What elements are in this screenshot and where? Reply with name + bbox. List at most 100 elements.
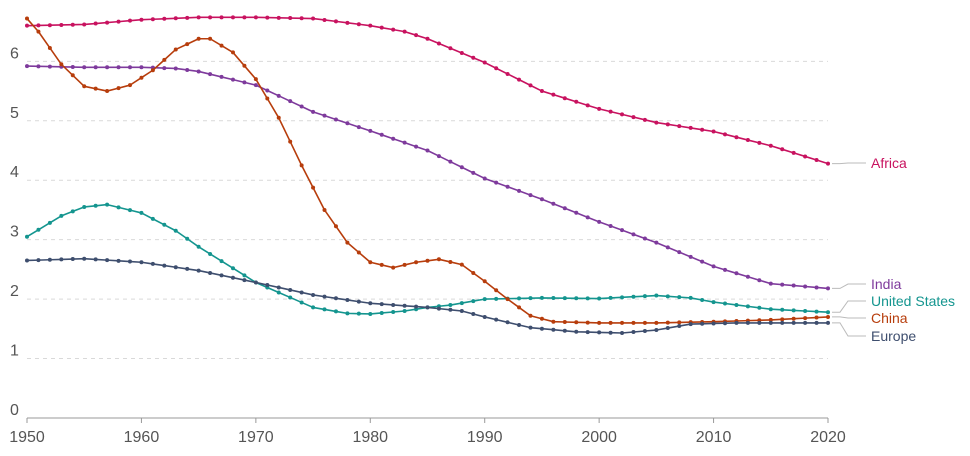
data-point [414, 33, 419, 38]
y-tick-label: 3 [10, 224, 19, 241]
data-point [242, 80, 247, 85]
data-point [25, 234, 29, 239]
data-point [36, 64, 41, 69]
data-point [677, 295, 682, 300]
data-point [654, 120, 659, 125]
series-africa [25, 15, 830, 166]
data-point [356, 125, 361, 130]
data-point [82, 84, 87, 89]
data-point [700, 321, 705, 326]
data-point [803, 320, 808, 325]
data-point [642, 294, 647, 299]
data-point [368, 311, 373, 316]
data-point [665, 245, 670, 250]
series-india [25, 64, 830, 291]
x-tick-label: 1990 [467, 429, 503, 446]
data-point [494, 288, 499, 293]
data-point [356, 311, 361, 316]
data-point [333, 224, 338, 229]
data-point [803, 154, 808, 159]
data-point [642, 329, 647, 334]
data-point [585, 296, 590, 301]
data-point [425, 148, 430, 153]
data-point [25, 258, 29, 263]
data-point [150, 216, 155, 221]
data-point [494, 317, 499, 322]
data-point [459, 309, 464, 313]
data-point [379, 25, 384, 30]
data-point [230, 15, 235, 20]
data-point [517, 296, 522, 301]
data-point [116, 205, 121, 210]
data-point [551, 296, 556, 301]
data-point [803, 284, 808, 289]
data-point [459, 301, 464, 306]
data-point [585, 103, 590, 108]
data-point [448, 307, 453, 312]
data-point [711, 129, 716, 134]
data-point [345, 311, 350, 316]
data-point [230, 266, 235, 271]
data-point [345, 121, 350, 126]
data-point [826, 286, 830, 291]
data-point [482, 314, 487, 319]
data-point [631, 330, 636, 334]
data-point [482, 60, 487, 65]
data-point [642, 236, 647, 241]
data-point [528, 296, 533, 301]
data-point [517, 77, 522, 82]
data-point [620, 320, 625, 325]
data-point [59, 22, 64, 27]
data-point [47, 257, 52, 262]
data-point [322, 207, 327, 212]
data-point [574, 296, 579, 301]
data-point [791, 316, 796, 321]
data-point [677, 250, 682, 255]
data-point [551, 327, 556, 332]
data-point [814, 309, 819, 314]
data-point [471, 55, 476, 60]
data-point [539, 316, 544, 321]
data-point [826, 161, 830, 166]
data-point [517, 305, 522, 310]
data-point [82, 256, 87, 261]
data-point [391, 136, 396, 141]
data-point [436, 41, 441, 46]
data-point [185, 236, 190, 241]
data-point [379, 310, 384, 315]
data-point [539, 295, 544, 300]
data-point [208, 270, 213, 275]
data-point [333, 19, 338, 24]
axes: 0 1 2 3 4 5 6 1950 1960 1970 1980 1990 2000 2010 2020 [9, 45, 846, 446]
data-point [311, 109, 316, 114]
data-point [208, 72, 213, 77]
data-point [459, 262, 464, 267]
data-point [494, 180, 499, 185]
data-point [597, 330, 602, 335]
data-point [196, 36, 201, 41]
series-line [26, 65, 829, 290]
data-point [356, 250, 361, 255]
data-point [299, 163, 304, 168]
data-point [803, 309, 808, 313]
data-point [448, 46, 453, 51]
data-point [70, 73, 75, 78]
data-point [562, 320, 567, 324]
data-point [162, 222, 167, 227]
data-point [402, 309, 407, 313]
data-point [677, 124, 682, 129]
data-point [265, 15, 270, 20]
data-point [471, 311, 476, 316]
data-point [826, 320, 830, 325]
data-point [127, 208, 132, 213]
data-point [253, 83, 258, 88]
data-point [391, 309, 396, 314]
data-point [562, 96, 567, 101]
data-point [356, 22, 361, 27]
data-point [105, 89, 110, 94]
data-point [585, 215, 590, 220]
data-point [322, 294, 327, 299]
legend-leader-line [832, 322, 866, 337]
grid-lines [27, 60, 828, 360]
data-point [162, 16, 167, 21]
